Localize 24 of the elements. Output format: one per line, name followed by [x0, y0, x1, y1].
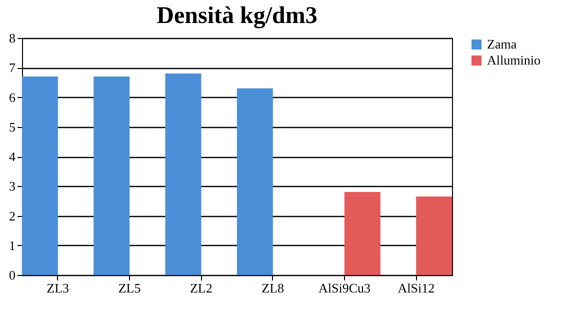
chart-title: Densità kg/dm3	[156, 3, 318, 29]
bar	[344, 192, 380, 275]
y-tick-label: 2	[9, 208, 16, 224]
y-tick-label: 5	[9, 119, 16, 134]
y-tick-label: 7	[9, 60, 16, 76]
bar	[94, 76, 130, 275]
bar	[22, 76, 58, 275]
bar	[165, 74, 202, 275]
x-tick-label: ZL5	[118, 280, 141, 296]
x-tick-label: ZL8	[262, 280, 284, 296]
y-tick-label: 3	[9, 178, 16, 194]
bar	[416, 196, 452, 275]
y-tick-label: 0	[9, 268, 16, 282]
y-tick-label: 8	[9, 30, 16, 46]
legend-label: Zama	[487, 36, 517, 52]
legend-label: Alluminio	[487, 52, 540, 68]
x-tick-label: ZL2	[190, 280, 212, 296]
x-tick-label: AlSi12	[398, 280, 435, 296]
y-tick-label: 4	[9, 149, 16, 164]
y-tick-label: 6	[9, 90, 16, 105]
y-tick-label: 1	[9, 238, 16, 253]
x-tick-label: AlSi9Cu3	[318, 280, 371, 296]
bar	[236, 88, 273, 275]
x-tick-label: ZL3	[46, 280, 70, 296]
